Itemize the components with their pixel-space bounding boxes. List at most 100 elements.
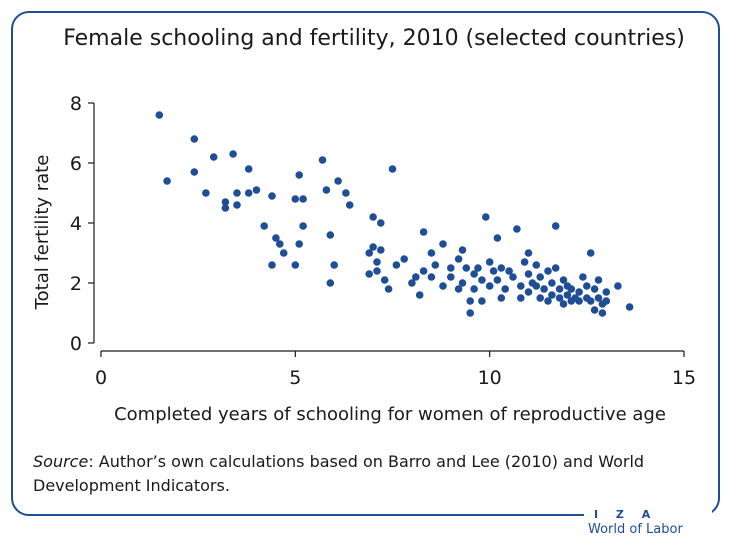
y-tick-label: 8: [70, 93, 82, 115]
x-axis-label: Completed years of schooling for women o…: [114, 404, 666, 425]
data-point: [520, 258, 529, 266]
data-point: [291, 261, 300, 269]
data-point: [540, 285, 548, 293]
chart-title: Female schooling and fertility, 2010 (se…: [63, 26, 685, 51]
data-point: [513, 225, 521, 233]
data-point: [478, 297, 486, 305]
data-point: [252, 186, 261, 194]
data-point: [501, 285, 510, 293]
data-point: [380, 276, 389, 284]
data-point: [345, 201, 354, 209]
source-label: Source: [33, 452, 89, 471]
data-point: [625, 303, 634, 311]
data-point: [544, 267, 552, 275]
data-point: [517, 294, 525, 302]
y-tick-label: 0: [70, 333, 82, 355]
logo-top-text: I Z A: [594, 508, 658, 521]
data-point: [295, 171, 304, 179]
data-point: [555, 294, 564, 302]
data-point: [454, 285, 463, 293]
data-point: [536, 294, 544, 302]
y-axis-label: Total fertility rate: [32, 155, 53, 311]
x-tick-label: 5: [289, 367, 301, 389]
data-point: [590, 306, 599, 314]
data-point: [447, 264, 455, 272]
y-tick-label: 6: [70, 153, 82, 175]
data-point: [326, 279, 335, 287]
data-point: [419, 228, 428, 236]
data-point: [482, 213, 490, 221]
data-point: [567, 285, 576, 293]
data-point: [575, 297, 583, 305]
data-point: [517, 282, 525, 290]
data-point: [377, 246, 385, 254]
data-point: [493, 234, 502, 242]
data-point: [427, 249, 436, 257]
data-point: [536, 273, 544, 281]
data-point: [369, 213, 377, 221]
data-point: [388, 165, 397, 173]
data-point: [466, 309, 475, 317]
data-point: [614, 282, 622, 290]
data-point: [244, 189, 253, 197]
data-point: [548, 291, 556, 299]
data-point: [202, 189, 210, 197]
data-point: [590, 285, 599, 293]
data-point: [384, 285, 393, 293]
data-point: [268, 192, 276, 200]
data-point: [295, 240, 304, 248]
x-tick-label: 15: [672, 367, 696, 389]
scatter-chart: 0 2 4 6 8 0 5 10 15 Completed years of schooling…: [32, 93, 696, 425]
source-note: Source: Author’s own calculations based …: [33, 450, 693, 498]
data-point: [447, 273, 455, 281]
data-point: [575, 288, 583, 296]
data-point: [586, 297, 595, 305]
data-point: [190, 135, 199, 143]
data-point: [415, 291, 424, 299]
data-point: [478, 276, 486, 284]
iza-logo: I Z A World of Labor: [584, 508, 712, 537]
data-point: [551, 222, 560, 230]
data-point: [400, 255, 409, 263]
data-point: [466, 297, 475, 305]
data-point: [497, 294, 506, 302]
data-point: [598, 309, 607, 317]
data-point: [524, 249, 533, 257]
data-point: [272, 234, 280, 242]
data-point: [221, 198, 230, 206]
data-point: [318, 156, 327, 164]
data-point: [233, 189, 241, 197]
data-point: [377, 219, 385, 227]
data-point: [221, 204, 230, 212]
data-point: [555, 285, 564, 293]
data-point: [408, 279, 416, 287]
data-point: [373, 267, 381, 275]
data-point: [392, 261, 401, 269]
logo-bottom-text: World of Labor: [588, 522, 683, 537]
data-point: [439, 240, 447, 248]
data-point: [291, 195, 300, 203]
data-point: [233, 201, 241, 209]
data-point: [485, 282, 494, 290]
data-point: [299, 222, 307, 230]
data-point: [563, 291, 572, 299]
data-point: [419, 267, 428, 275]
data-points: [155, 111, 634, 317]
data-point: [330, 261, 339, 269]
data-point: [299, 195, 307, 203]
data-point: [602, 288, 611, 296]
data-point: [579, 273, 587, 281]
data-point: [586, 249, 595, 257]
x-tick-label: 0: [95, 367, 107, 389]
data-point: [260, 222, 269, 230]
data-point: [326, 231, 335, 239]
data-point: [602, 297, 611, 305]
data-point: [412, 273, 420, 281]
data-point: [474, 264, 482, 272]
data-point: [470, 285, 478, 293]
source-text: : Author’s own calculations based on Bar…: [33, 452, 645, 495]
data-point: [497, 264, 506, 272]
data-point: [458, 279, 467, 287]
data-point: [322, 186, 331, 194]
axes: 0 2 4 6 8 0 5 10 15: [70, 93, 696, 389]
